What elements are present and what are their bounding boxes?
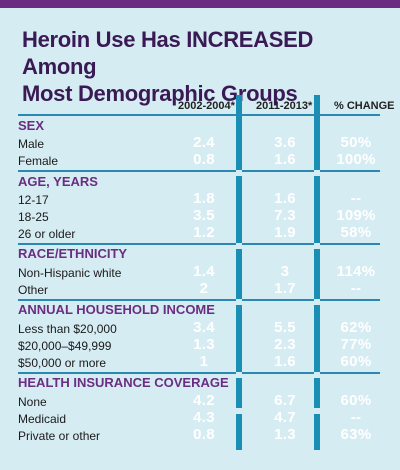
row-label: Private or other — [18, 429, 101, 443]
bar-notch — [314, 243, 320, 249]
value-period2: 4.7 — [274, 409, 296, 426]
value-period2: 3.6 — [274, 134, 296, 151]
row-label: Female — [18, 154, 59, 168]
value-change: 60% — [340, 392, 372, 409]
value-period2: 5.5 — [274, 319, 296, 336]
row-label: Non-Hispanic white — [18, 266, 122, 280]
value-period1: 0.8 — [193, 426, 215, 443]
bar-notch — [314, 372, 320, 378]
value-period1: 1 — [199, 353, 209, 370]
section-heading-sex: SEX — [18, 118, 45, 133]
value-period1: 4.2 — [193, 392, 215, 409]
value-change: -- — [350, 280, 362, 297]
value-change: 50% — [340, 134, 372, 151]
value-change: 62% — [340, 319, 372, 336]
value-period1: 1.3 — [193, 336, 215, 353]
value-change: 63% — [340, 426, 372, 443]
value-period1: 1.2 — [193, 224, 215, 241]
column-header-period1: 2002-2004* — [178, 100, 235, 112]
value-change: 109% — [336, 207, 376, 224]
section-heading-race: RACE/ETHNICITY — [18, 246, 128, 261]
row-label: Medicaid — [18, 412, 67, 426]
column-header-period2: 2011-2013* — [256, 100, 313, 112]
value-period1: 1.8 — [193, 190, 215, 207]
value-period2: 2.3 — [274, 336, 296, 353]
value-period2: 7.3 — [274, 207, 296, 224]
bar-notch — [314, 299, 320, 305]
value-change: 77% — [340, 336, 372, 353]
value-change: 100% — [336, 151, 376, 168]
column-divider-bar-2 — [314, 95, 320, 450]
bar-notch — [314, 170, 320, 176]
value-period2: 3 — [280, 263, 290, 280]
value-period2: 1.3 — [274, 426, 296, 443]
row-label: 12-17 — [18, 193, 49, 207]
value-period1: 3.5 — [193, 207, 215, 224]
value-change: -- — [350, 409, 362, 426]
value-period1: 1.4 — [193, 263, 215, 280]
row-label: $50,000 or more — [18, 356, 107, 370]
value-change: 58% — [340, 224, 372, 241]
section-divider — [18, 299, 380, 301]
section-divider — [18, 114, 380, 116]
value-period1: 2.4 — [193, 134, 215, 151]
value-period1: 0.8 — [193, 151, 215, 168]
section-heading-insurance: HEALTH INSURANCE COVERAGE — [18, 375, 229, 390]
row-label: Other — [18, 283, 49, 297]
title-line-2: Most Demographic Groups — [22, 81, 298, 106]
value-change: 60% — [340, 353, 372, 370]
value-period2: 1.9 — [274, 224, 296, 241]
section-heading-income: ANNUAL HOUSEHOLD INCOME — [18, 302, 215, 317]
row-label: Male — [18, 137, 45, 151]
value-period1: 2 — [199, 280, 209, 297]
bar-notch — [314, 408, 320, 414]
section-heading-age: AGE, YEARS — [18, 174, 98, 189]
value-change: 114% — [336, 263, 376, 280]
value-period2: 1.6 — [274, 151, 296, 168]
row-label: None — [18, 395, 47, 409]
section-divider — [18, 170, 380, 172]
section-divider — [18, 243, 380, 245]
value-period2: 1.7 — [274, 280, 296, 297]
bar-notch — [236, 408, 242, 414]
value-change: -- — [350, 190, 362, 207]
section-divider — [18, 372, 380, 374]
column-header-change: % CHANGE — [334, 100, 395, 112]
value-period1: 3.4 — [193, 319, 215, 336]
column-divider-bar-1 — [236, 95, 242, 450]
value-period2: 1.6 — [274, 190, 296, 207]
bar-notch — [236, 372, 242, 378]
infographic-title: Heroin Use Has INCREASED Among Most Demo… — [22, 26, 392, 107]
bar-notch — [236, 299, 242, 305]
row-label: 18-25 — [18, 210, 49, 224]
row-label: $20,000–$49,999 — [18, 339, 112, 353]
row-label: Less than $20,000 — [18, 322, 117, 336]
title-line-1: Heroin Use Has INCREASED Among — [22, 27, 314, 79]
value-period2: 6.7 — [274, 392, 296, 409]
bar-notch — [236, 243, 242, 249]
value-period1: 4.3 — [193, 409, 215, 426]
value-period2: 1.6 — [274, 353, 296, 370]
row-label: 26 or older — [18, 227, 76, 241]
bar-notch — [236, 170, 242, 176]
top-accent-bar — [0, 0, 400, 8]
